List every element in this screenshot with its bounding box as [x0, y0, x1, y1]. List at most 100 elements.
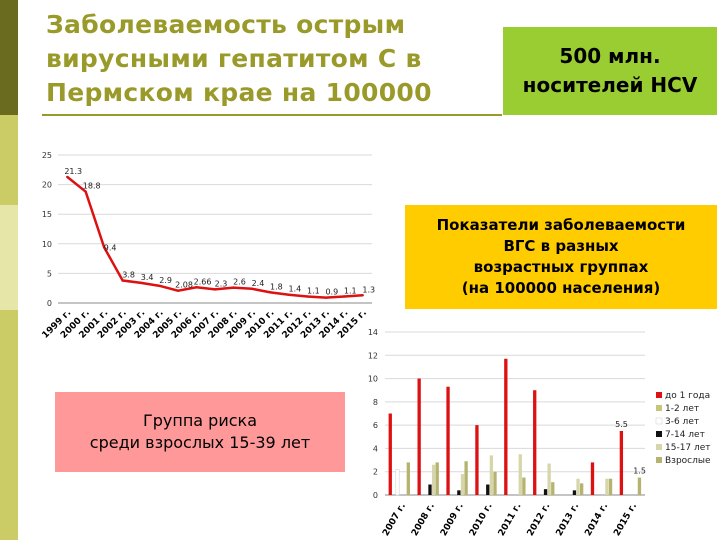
bar-chart-legend-label: 15-17 лет [665, 443, 711, 453]
bar-chart-bar [637, 477, 642, 495]
line-chart-point [213, 288, 217, 291]
bar-chart-bar [608, 478, 613, 495]
line-chart-point [361, 294, 364, 297]
line-chart-data-label: 1.4 [289, 285, 302, 294]
line-chart-point [306, 295, 309, 298]
bar-chart-bar [576, 478, 580, 495]
bar-chart-bar [417, 378, 421, 495]
bar-chart-x-tick: 2008 г. [410, 502, 437, 538]
line-chart-point [287, 293, 291, 296]
sidebar-band-dark [0, 0, 18, 115]
line-chart-data-label: 0.9 [325, 288, 338, 297]
risk-group-text: Группа риска среди взрослых 15-39 лет [89, 411, 311, 452]
bar-chart-y-tick: 4 [373, 444, 378, 453]
bar-chart-bar [406, 462, 410, 495]
bar-chart-bar [475, 425, 479, 495]
bar-chart-bar [489, 455, 494, 495]
bar-chart-legend-label: 1-2 лет [665, 404, 699, 414]
bar-chart-bar [533, 390, 537, 495]
bar-chart-legend-swatch [656, 405, 662, 411]
line-chart-data-label: 9.4 [104, 243, 117, 252]
line-chart-data-label: 2.66 [194, 277, 212, 286]
line-chart-point [158, 284, 161, 288]
line-chart-data-label: 2.3 [215, 279, 228, 288]
bar-chart-y-tick: 0 [373, 491, 378, 500]
bar-chart-bar [435, 462, 439, 495]
line-chart-data-label: 1.1 [344, 286, 357, 295]
line-chart-y-tick: 10 [42, 240, 52, 249]
line-chart-point [232, 286, 235, 289]
bar-chart-bar [551, 482, 555, 495]
line-chart-point [102, 246, 106, 249]
line-chart-data-label: 1.3 [362, 285, 375, 294]
bar-chart-bar [619, 430, 624, 495]
bar-chart-bar [493, 471, 497, 495]
bar-chart-bar [460, 474, 465, 495]
sidebar-band-light-bottom [0, 310, 18, 540]
line-chart-point [250, 287, 254, 290]
line-chart-point [195, 286, 198, 289]
bar-chart-bar [457, 490, 461, 495]
bar-chart-y-tick: 2 [373, 468, 378, 477]
bar-chart-bar [388, 413, 392, 495]
line-chart-point [139, 281, 143, 285]
line-chart-data-label: 2.6 [233, 278, 246, 287]
bar-chart-x-tick: 2009 г. [439, 502, 466, 538]
bar-chart-x-tick: 2015 г. [612, 502, 639, 538]
line-chart-y-tick: 25 [42, 151, 52, 160]
bar-chart-bar [518, 454, 522, 495]
bar-chart-bar [580, 483, 584, 495]
line-chart-data-label: 18.8 [83, 182, 101, 191]
bar-chart-legend-swatch [655, 417, 663, 425]
line-chart-y-tick: 0 [47, 299, 52, 308]
bar-chart-legend-label: 3-6 лет [665, 417, 699, 427]
bar-chart-y-tick: 10 [368, 375, 378, 384]
line-chart-point [176, 289, 180, 292]
bar-chart-bar [395, 469, 400, 496]
bar-chart-y-tick: 14 [368, 328, 378, 337]
bar-chart-bar [590, 462, 595, 495]
bar-chart-bar [547, 463, 551, 495]
line-chart-point [121, 279, 124, 282]
bar-chart-legend-label: до 1 года [665, 391, 710, 401]
hcv-carriers-box: 500 млн. носителей HCV [503, 27, 717, 115]
age-groups-text: Показатели заболеваемости ВГС в разных в… [436, 216, 686, 297]
line-chart-data-label: 21.3 [64, 167, 82, 176]
sidebar-band-light [0, 115, 18, 205]
bar-chart-x-tick: 2011 г. [497, 502, 524, 538]
bar-chart-bar [464, 461, 468, 495]
bar-chart-x-tick: 2012 г. [526, 502, 553, 538]
line-chart-data-label: 3.4 [141, 273, 154, 282]
line-chart-y-tick: 5 [47, 269, 52, 278]
line-chart-y-tick: 20 [42, 181, 52, 190]
sidebar-decoration [0, 0, 18, 540]
bar-chart-data-label: 5.5 [615, 420, 628, 429]
hcv-carriers-text: 500 млн. носителей HCV [522, 44, 698, 97]
bar-chart-legend-label: Взрослые [665, 456, 711, 466]
bar-chart-bar [605, 478, 609, 495]
bar-chart-bar [486, 484, 490, 495]
bar-chart-data-label: 1.5 [633, 467, 646, 476]
bar-chart-bar [446, 386, 450, 495]
bar-chart-legend-swatch [656, 392, 662, 398]
line-chart-point [324, 296, 328, 299]
bar-chart-legend-swatch [656, 431, 662, 437]
line-chart-data-label: 2.08 [175, 281, 193, 290]
bar-chart-y-tick: 6 [373, 421, 378, 430]
title-divider [42, 114, 502, 116]
line-chart-point [269, 291, 272, 294]
line-chart-point [66, 175, 69, 179]
line-chart-data-label: 2.9 [159, 276, 172, 285]
bar-chart-y-tick: 12 [368, 351, 378, 360]
bar-chart-bar [504, 358, 508, 495]
line-chart-data-label: 1.1 [307, 286, 320, 295]
bar-chart-legend-label: 7-14 лет [665, 430, 705, 440]
line-chart-y-tick: 15 [42, 210, 52, 219]
bar-chart-x-tick: 2007 г. [381, 502, 408, 538]
bar-chart-bar [428, 484, 432, 495]
bar-chart-x-tick: 2014 г. [583, 502, 610, 538]
line-chart-point [343, 295, 346, 298]
line-chart-point [84, 190, 87, 193]
line-chart-data-label: 1.8 [270, 282, 283, 291]
